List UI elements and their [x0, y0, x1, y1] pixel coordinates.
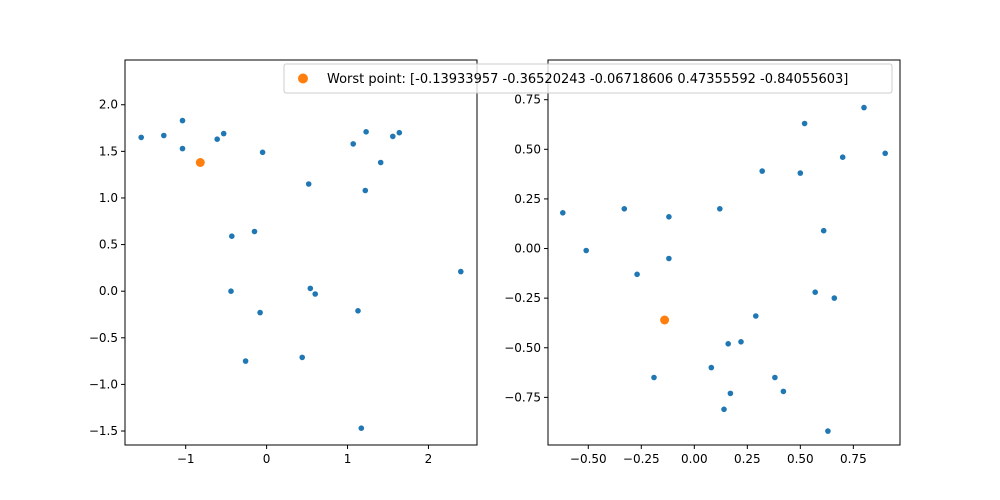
x-tick-label: 0.25: [734, 452, 761, 466]
y-tick-label: 0.75: [514, 93, 541, 107]
y-tick-label: 0.0: [99, 284, 118, 298]
y-tick-label: −1.0: [89, 377, 118, 391]
data-point: [738, 339, 744, 345]
data-point: [355, 308, 361, 314]
y-tick-label: 2.0: [99, 98, 118, 112]
worst-point-marker: [660, 315, 670, 325]
data-point: [801, 120, 808, 127]
data-point: [229, 233, 235, 239]
data-point: [797, 170, 804, 176]
x-tick-label: 0.00: [681, 452, 708, 466]
data-point: [214, 136, 220, 142]
data-point: [305, 181, 312, 187]
data-point: [458, 268, 464, 275]
data-point: [307, 285, 314, 292]
right-scatter-panel: −0.50 −0.25 0.00 0.25 0.50 0.75 −0.75 −0.50 −0.2…: [504, 59, 901, 466]
data-point: [138, 134, 144, 141]
y-tick-label: 0.00: [514, 242, 541, 256]
data-point: [377, 159, 384, 166]
axes-frame: [547, 59, 901, 446]
legend-label-worst-point: Worst point: [-0.13933957 -0.36520243 -0…: [327, 72, 848, 87]
left-scatter-panel: −1 0 1 2 −1.5 −1.0 −0.5 0.0 0.5 1.0 1.5 2.0: [89, 59, 478, 466]
x-tick-label: 0.75: [840, 452, 867, 466]
data-point: [583, 247, 589, 254]
legend-marker-worst-point: [298, 73, 308, 84]
data-point: [812, 289, 818, 296]
data-point: [727, 390, 734, 397]
y-tick-label: −0.50: [504, 341, 541, 355]
data-point: [753, 313, 759, 319]
worst-point-marker: [195, 158, 205, 167]
data-point: [242, 358, 249, 364]
data-point: [651, 374, 657, 381]
data-point: [299, 354, 306, 361]
y-tick-label: −0.5: [89, 331, 118, 345]
y-tick-label: 1.5: [99, 144, 118, 158]
data-point: [759, 168, 765, 174]
data-point: [259, 149, 266, 156]
x-tick-label: 0: [263, 452, 271, 466]
data-point: [358, 425, 365, 432]
data-point: [820, 227, 827, 234]
data-point: [780, 388, 787, 395]
y-tick-label: −0.25: [504, 291, 541, 305]
x-tick-label: 1: [344, 452, 352, 466]
x-tick-label: −0.50: [570, 452, 607, 466]
data-point: [666, 214, 672, 220]
y-tick-label: −1.5: [89, 424, 118, 438]
data-point: [560, 210, 566, 216]
data-point: [179, 117, 186, 124]
data-point: [363, 129, 369, 135]
y-tick-label: 0.50: [514, 142, 541, 156]
x-tick-label: −0.25: [623, 452, 660, 466]
data-point: [839, 154, 846, 160]
data-point: [717, 206, 723, 212]
data-point: [725, 341, 731, 347]
data-point: [390, 133, 396, 140]
x-tick-label: 0.50: [787, 452, 814, 466]
data-point: [666, 255, 672, 262]
data-point: [161, 132, 167, 139]
data-point: [396, 129, 403, 136]
data-point: [312, 291, 319, 297]
data-point: [350, 141, 357, 147]
x-tick-label: −1: [177, 452, 195, 466]
data-point: [721, 406, 727, 413]
y-tick-label: −0.75: [504, 390, 541, 404]
data-point: [251, 228, 258, 235]
axes-frame: [124, 59, 478, 446]
data-point: [220, 130, 227, 137]
data-point: [831, 295, 838, 301]
data-point: [825, 428, 831, 434]
data-point: [257, 309, 263, 316]
y-tick-label: 0.25: [514, 192, 541, 206]
x-tick-label: 2: [425, 452, 433, 466]
legend: Worst point: [-0.13933957 -0.36520243 -0…: [283, 63, 893, 94]
data-point: [634, 271, 640, 278]
data-point: [179, 145, 186, 152]
data-point: [362, 187, 369, 194]
data-point: [861, 104, 867, 111]
data-point: [882, 150, 888, 157]
data-point: [621, 206, 628, 212]
y-tick-label: 0.5: [99, 238, 118, 252]
y-tick-label: 1.0: [99, 191, 118, 205]
legend-box: [283, 63, 893, 94]
data-point: [772, 374, 778, 381]
data-point: [708, 364, 715, 371]
data-point: [228, 288, 234, 295]
